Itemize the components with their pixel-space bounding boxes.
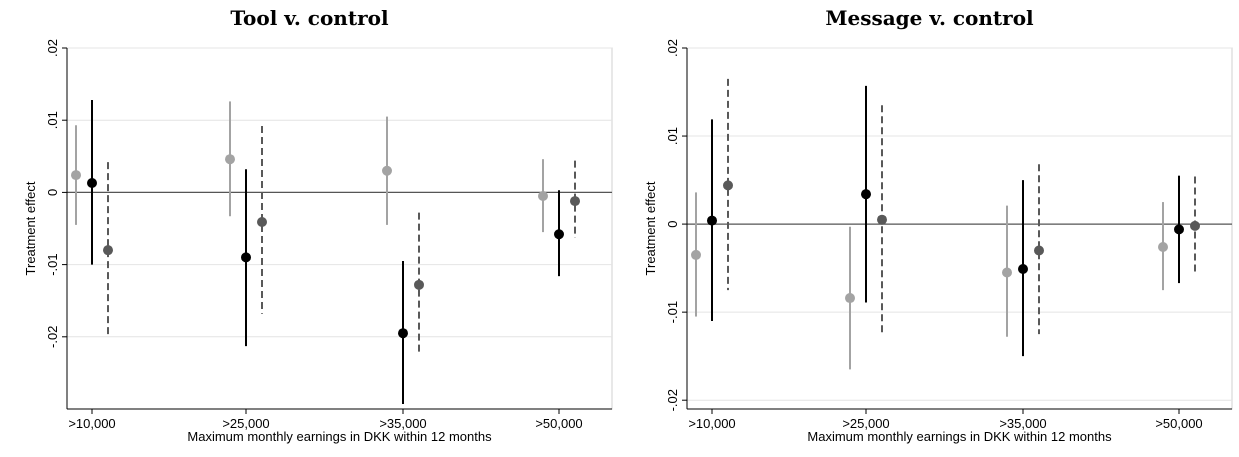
point-estimate bbox=[257, 217, 267, 228]
point-estimate bbox=[1174, 224, 1184, 235]
x-axis-label: Maximum monthly earnings in DKK within 1… bbox=[807, 429, 1112, 444]
point-estimate bbox=[877, 214, 887, 225]
x-tick-label: >35,000 bbox=[379, 416, 426, 431]
x-tick-label: >10,000 bbox=[688, 416, 735, 431]
panel-message-v-control: Message v. control -.02 -.01 0 .01 .02 >10,00… bbox=[620, 0, 1239, 457]
point-estimate bbox=[554, 229, 564, 240]
point-estimate bbox=[1002, 267, 1012, 278]
y-tick-label: .02 bbox=[665, 39, 680, 57]
point-estimate bbox=[845, 293, 855, 304]
point-estimate bbox=[707, 215, 717, 226]
point-estimate bbox=[1034, 245, 1044, 256]
y-axis-label: Treatment effect bbox=[23, 181, 38, 275]
point-estimate bbox=[1018, 264, 1028, 275]
y-tick-label: -.02 bbox=[665, 389, 680, 411]
y-axis-label: Treatment effect bbox=[643, 181, 658, 275]
plot-frame bbox=[66, 47, 613, 410]
point-estimate bbox=[723, 180, 733, 191]
y-tick-label: .01 bbox=[45, 111, 60, 129]
x-tick-label: >25,000 bbox=[222, 416, 269, 431]
point-estimate bbox=[87, 178, 97, 189]
point-estimate bbox=[71, 170, 81, 181]
y-tick-label: .02 bbox=[45, 39, 60, 57]
point-estimate bbox=[538, 191, 548, 202]
point-estimate bbox=[691, 249, 701, 260]
y-tick-label: .01 bbox=[665, 127, 680, 145]
point-estimate bbox=[103, 245, 113, 256]
point-estimate bbox=[225, 154, 235, 165]
point-estimate bbox=[861, 189, 871, 200]
x-tick-label: >50,000 bbox=[535, 416, 582, 431]
chart-tool-v-control: -.02 -.01 0 .01 .02 >10,000 >25,000 >35,000 >50,… bbox=[23, 39, 613, 444]
panel-tool-v-control: Tool v. control -.02 -.01 0 .01 .02 >10,000 >2… bbox=[0, 0, 619, 457]
x-tick-label: >10,000 bbox=[68, 416, 115, 431]
x-tick-label: >35,000 bbox=[999, 416, 1046, 431]
plot-frame bbox=[686, 47, 1233, 410]
chart-title: Tool v. control bbox=[230, 6, 389, 30]
x-tick-label: >25,000 bbox=[842, 416, 889, 431]
y-tick-label: 0 bbox=[665, 220, 680, 227]
y-tick-label: -.01 bbox=[665, 301, 680, 323]
point-estimate bbox=[382, 165, 392, 176]
x-axis-label: Maximum monthly earnings in DKK within 1… bbox=[187, 429, 492, 444]
point-estimate bbox=[1158, 241, 1168, 252]
point-estimate bbox=[570, 196, 580, 207]
y-tick-label: 0 bbox=[45, 189, 60, 196]
chart-message-v-control: -.02 -.01 0 .01 .02 >10,000 >25,000 >35,000 >50,… bbox=[643, 39, 1233, 444]
point-estimate bbox=[398, 328, 408, 339]
y-tick-label: -.02 bbox=[45, 326, 60, 348]
y-tick-label: -.01 bbox=[45, 253, 60, 275]
chart-title: Message v. control bbox=[825, 6, 1034, 30]
point-estimate bbox=[1190, 220, 1200, 231]
point-estimate bbox=[414, 279, 424, 290]
x-tick-label: >50,000 bbox=[1155, 416, 1202, 431]
point-estimate bbox=[241, 252, 251, 263]
